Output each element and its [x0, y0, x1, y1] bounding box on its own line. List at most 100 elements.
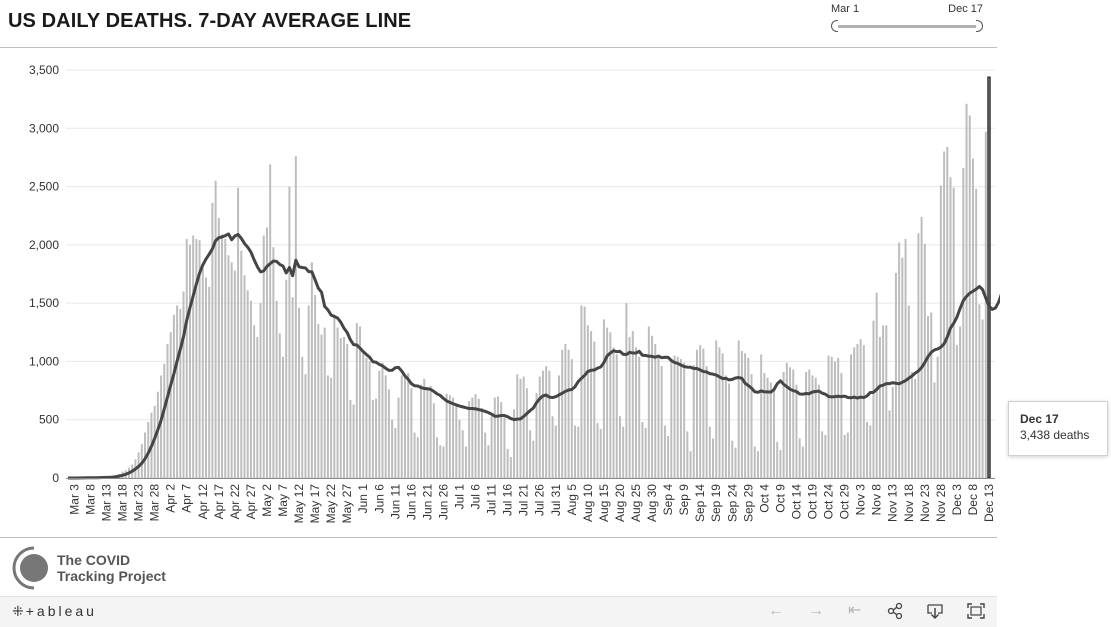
bar[interactable] [404, 374, 406, 478]
bar[interactable] [288, 187, 290, 478]
bar[interactable] [314, 295, 316, 478]
bar[interactable] [449, 395, 451, 478]
bar[interactable] [481, 408, 483, 478]
bar[interactable] [706, 366, 708, 478]
bar[interactable] [189, 245, 191, 478]
date-range-slider[interactable]: Mar 1 Dec 17 [828, 0, 993, 40]
bar[interactable] [731, 441, 733, 478]
bar[interactable] [613, 347, 615, 478]
bar[interactable] [795, 385, 797, 478]
bar[interactable] [641, 422, 643, 478]
bar[interactable] [455, 403, 457, 478]
bar[interactable] [837, 358, 839, 478]
bar[interactable] [773, 391, 775, 478]
bar[interactable] [568, 350, 570, 478]
bar[interactable] [166, 344, 168, 478]
bar[interactable] [921, 217, 923, 478]
bar[interactable] [606, 328, 608, 478]
bar[interactable] [847, 433, 849, 478]
bar[interactable] [388, 389, 390, 478]
bar[interactable] [353, 405, 355, 478]
bar[interactable] [407, 373, 409, 478]
bar[interactable] [414, 433, 416, 478]
bar[interactable] [908, 305, 910, 478]
bar[interactable] [391, 420, 393, 478]
bar[interactable] [584, 307, 586, 478]
bar[interactable] [465, 447, 467, 478]
bar[interactable] [269, 164, 271, 478]
bar[interactable] [863, 345, 865, 478]
bar[interactable] [619, 416, 621, 478]
bar[interactable] [914, 379, 916, 478]
bar[interactable] [378, 371, 380, 478]
bar[interactable] [459, 420, 461, 478]
bar[interactable] [337, 328, 339, 478]
bar[interactable] [205, 278, 207, 479]
bar[interactable] [747, 358, 749, 478]
bar[interactable] [330, 378, 332, 478]
bar[interactable] [487, 445, 489, 478]
bar[interactable] [728, 384, 730, 478]
bar[interactable] [276, 301, 278, 478]
arrow-right-icon[interactable]: → [808, 602, 824, 620]
bar[interactable] [202, 268, 204, 478]
bar[interactable] [657, 357, 659, 478]
bar[interactable] [304, 374, 306, 478]
bar[interactable] [394, 428, 396, 478]
bar[interactable] [712, 438, 714, 478]
bar[interactable] [555, 426, 557, 478]
bar[interactable] [321, 335, 323, 478]
bar[interactable] [690, 451, 692, 478]
bar[interactable] [664, 426, 666, 478]
bar[interactable] [757, 451, 759, 478]
bar[interactable] [468, 401, 470, 478]
bar[interactable] [898, 243, 900, 478]
bar[interactable] [491, 416, 493, 478]
bar[interactable] [532, 441, 534, 478]
bar[interactable] [208, 287, 210, 478]
slider-end-handle[interactable] [976, 20, 983, 32]
bar[interactable] [227, 255, 229, 478]
bar[interactable] [754, 447, 756, 478]
bar[interactable] [571, 359, 573, 478]
bar[interactable] [792, 370, 794, 478]
bar[interactable] [500, 402, 502, 478]
bar[interactable] [272, 247, 274, 478]
bar[interactable] [927, 316, 929, 478]
bar[interactable] [231, 262, 233, 478]
bar[interactable] [616, 354, 618, 478]
fullscreen-icon[interactable] [966, 602, 986, 625]
bar[interactable] [946, 147, 948, 478]
bar[interactable] [866, 422, 868, 478]
bar[interactable] [850, 354, 852, 478]
bar[interactable] [734, 448, 736, 478]
bar[interactable] [564, 344, 566, 478]
bar[interactable] [911, 372, 913, 478]
bar[interactable] [516, 374, 518, 478]
covid-tracking-logo[interactable]: The COVID Tracking Project [12, 545, 212, 591]
bar[interactable] [224, 239, 226, 478]
bar[interactable] [244, 275, 246, 478]
bar[interactable] [629, 337, 631, 478]
bar[interactable] [439, 445, 441, 478]
bar[interactable] [603, 319, 605, 478]
bar[interactable] [683, 363, 685, 478]
bar[interactable] [638, 357, 640, 478]
bar[interactable] [301, 357, 303, 478]
bar[interactable] [545, 366, 547, 478]
bar[interactable] [475, 394, 477, 478]
bar[interactable] [292, 297, 294, 478]
bar[interactable] [718, 347, 720, 478]
bar[interactable] [824, 435, 826, 478]
bar[interactable] [715, 340, 717, 478]
bar[interactable] [401, 375, 403, 478]
bar[interactable] [645, 428, 647, 478]
bar[interactable] [802, 447, 804, 478]
bar[interactable] [369, 361, 371, 478]
bar[interactable] [385, 375, 387, 478]
bar[interactable] [593, 342, 595, 478]
bar[interactable] [317, 324, 319, 478]
bar[interactable] [558, 375, 560, 478]
bar[interactable] [625, 303, 627, 478]
